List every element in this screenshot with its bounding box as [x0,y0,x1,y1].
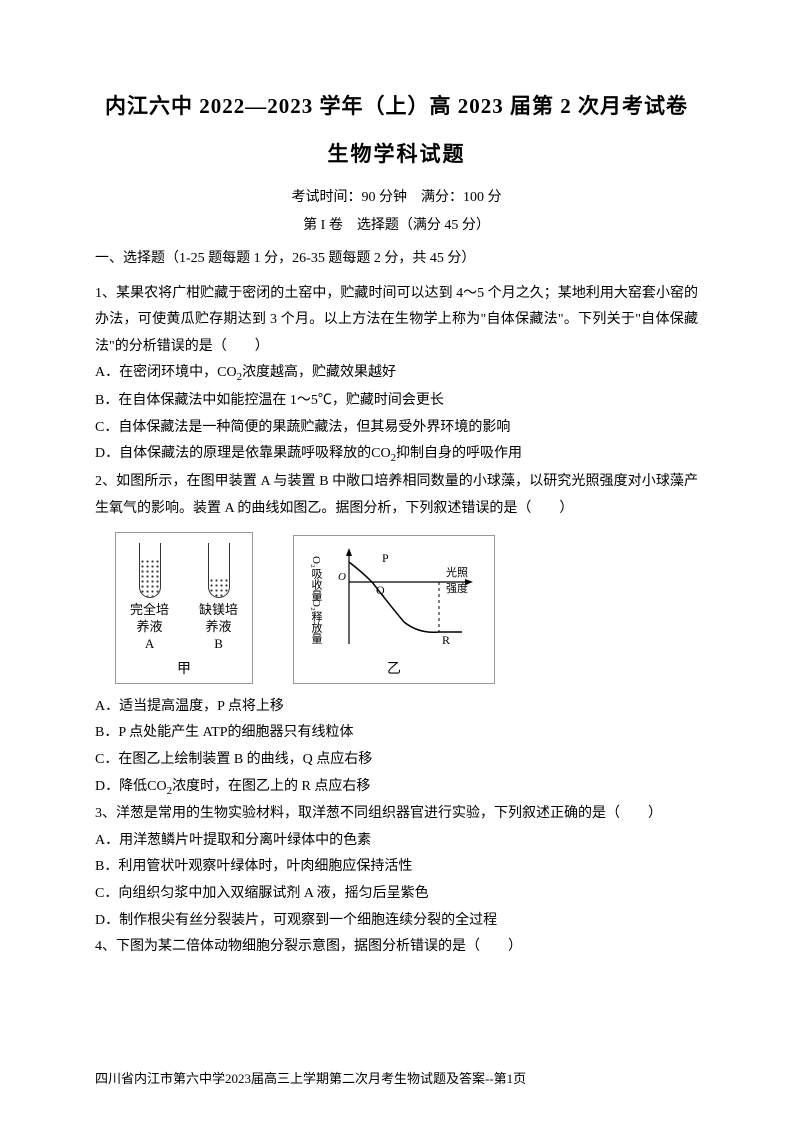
point-q-label: Q [376,583,385,597]
q2-optd-post: 浓度时，在图乙上的 R 点应右移 [172,779,370,794]
tube-a [139,543,161,598]
exam-info: 考试时间：90 分钟 满分：100 分 [95,186,698,206]
q2-optd-pre: D．降低CO [95,779,167,794]
q3-option-c: C．向组织匀浆中加入双缩脲试剂 A 液，摇匀后呈紫色 [95,881,698,908]
page-footer: 四川省内江市第六中学2023届高三上学期第二次月考生物试题及答案--第1页 [95,1068,526,1087]
main-title: 内江六中 2022—2023 学年（上）高 2023 届第 2 次月考试卷 [95,90,698,120]
section-header: 第 I 卷 选择题（满分 45 分） [95,214,698,234]
tube-a-label2: 养液 [137,619,163,636]
tube-a-label3: A [145,636,154,653]
tube-a-label1: 完全培 [130,602,169,619]
chart-yi: P Q R O O₂吸收量 O₂释放量 光照 强度 [304,544,484,654]
q2-option-d: D．降低CO2浓度时，在图乙上的 R 点应右移 [95,774,698,802]
x-label1: 光照 [446,565,468,579]
q1-option-b: B．在自体保藏法中如能控温在 1～5℃，贮藏时间会更长 [95,388,698,415]
label-yi: 乙 [304,658,484,678]
tube-b-label2: 养液 [206,619,232,636]
label-jia: 甲 [130,658,238,678]
question-1: 1、某果农将广柑贮藏于密闭的土窑中，贮藏时间可以达到 4～5 个月之久；某地利用… [95,281,698,361]
tubes: 完全培 养液 A 缺镁培 养液 B [130,543,238,653]
q1-optd-post: 抑制自身的呼吸作用 [396,446,522,461]
y-bottom-label: O₂释放量 [310,599,323,644]
q3-option-d: D．制作根尖有丝分裂装片，可观察到一个细胞连续分裂的全过程 [95,908,698,935]
x-label2: 强度 [446,581,468,595]
q3-option-a: A．用洋葱鳞片叶提取和分离叶绿体中的色素 [95,828,698,855]
tube-b [208,543,230,598]
chart-svg: P Q R O O₂吸收量 O₂释放量 光照 强度 [304,544,484,654]
figure-container: 完全培 养液 A 缺镁培 养液 B 甲 [115,532,698,684]
q1-option-d: D．自体保藏法的原理是依靠果蔬呼吸释放的CO2抑制自身的呼吸作用 [95,441,698,469]
q3-option-b: B．利用管状叶观察叶绿体时，叶肉细胞应保持活性 [95,854,698,881]
question-3: 3、洋葱是常用的生物实验材料，取洋葱不同组织器官进行实验，下列叙述正确的是（ ） [95,801,698,828]
q1-option-a: A．在密闭环境中，CO2浓度越高，贮藏效果越好 [95,360,698,388]
tube-a-fill [140,559,160,597]
q1-optd-pre: D．自体保藏法的原理是依靠果蔬呼吸释放的CO [95,446,391,461]
tube-b-label1: 缺镁培 [199,602,238,619]
section-title: 一、选择题（1-25 题每题 1 分，26-35 题每题 2 分，共 45 分） [95,246,698,273]
origin-label: O [338,571,346,583]
tube-b-wrap: 缺镁培 养液 B [199,543,238,653]
q1-opta-pre: A．在密闭环境中，CO [95,365,237,380]
q1-opta-post: 浓度越高，贮藏效果越好 [242,365,396,380]
tube-a-wrap: 完全培 养液 A [130,543,169,653]
figure-jia: 完全培 养液 A 缺镁培 养液 B 甲 [115,532,253,684]
q2-option-b: B．P 点处能产生 ATP的细胞器只有线粒体 [95,720,698,747]
y-top-label: O₂吸收量 [310,556,323,601]
point-p-label: P [382,551,389,565]
figure-yi: P Q R O O₂吸收量 O₂释放量 光照 强度 乙 [293,535,495,684]
question-2: 2、如图所示，在图甲装置 A 与装置 B 中敞口培养相同数量的小球藻，以研究光照… [95,469,698,522]
sub-title: 生物学科试题 [95,138,698,168]
tube-b-fill [209,578,229,597]
q1-option-c: C．自体保藏法是一种简便的果蔬贮藏法，但其易受外界环境的影响 [95,415,698,442]
tube-b-label3: B [214,636,223,653]
q2-option-c: C．在图乙上绘制装置 B 的曲线，Q 点应右移 [95,747,698,774]
point-r-label: R [442,633,450,647]
q2-option-a: A．适当提高温度，P 点将上移 [95,694,698,721]
question-4: 4、下图为某二倍体动物细胞分裂示意图，据图分析错误的是（ ） [95,934,698,961]
